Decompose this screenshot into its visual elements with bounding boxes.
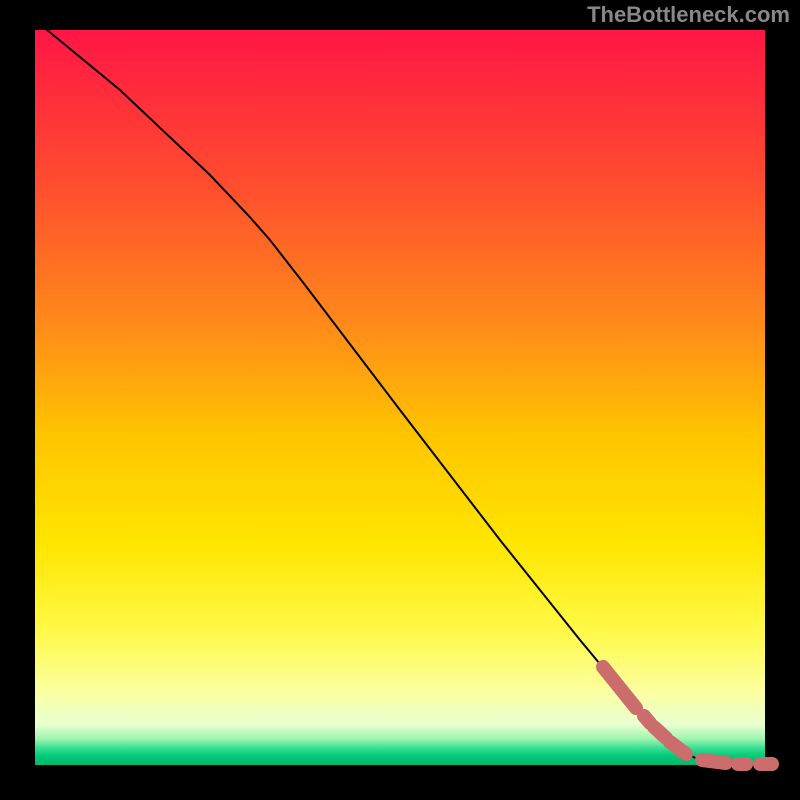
chart-container: TheBottleneck.com xyxy=(0,0,800,800)
marker-segment xyxy=(702,760,726,763)
bottleneck-chart xyxy=(0,0,800,800)
marker-segment xyxy=(644,716,650,723)
chart-background xyxy=(35,30,765,765)
marker-segment xyxy=(654,727,666,738)
marker-segment xyxy=(670,742,686,754)
watermark: TheBottleneck.com xyxy=(587,2,790,28)
